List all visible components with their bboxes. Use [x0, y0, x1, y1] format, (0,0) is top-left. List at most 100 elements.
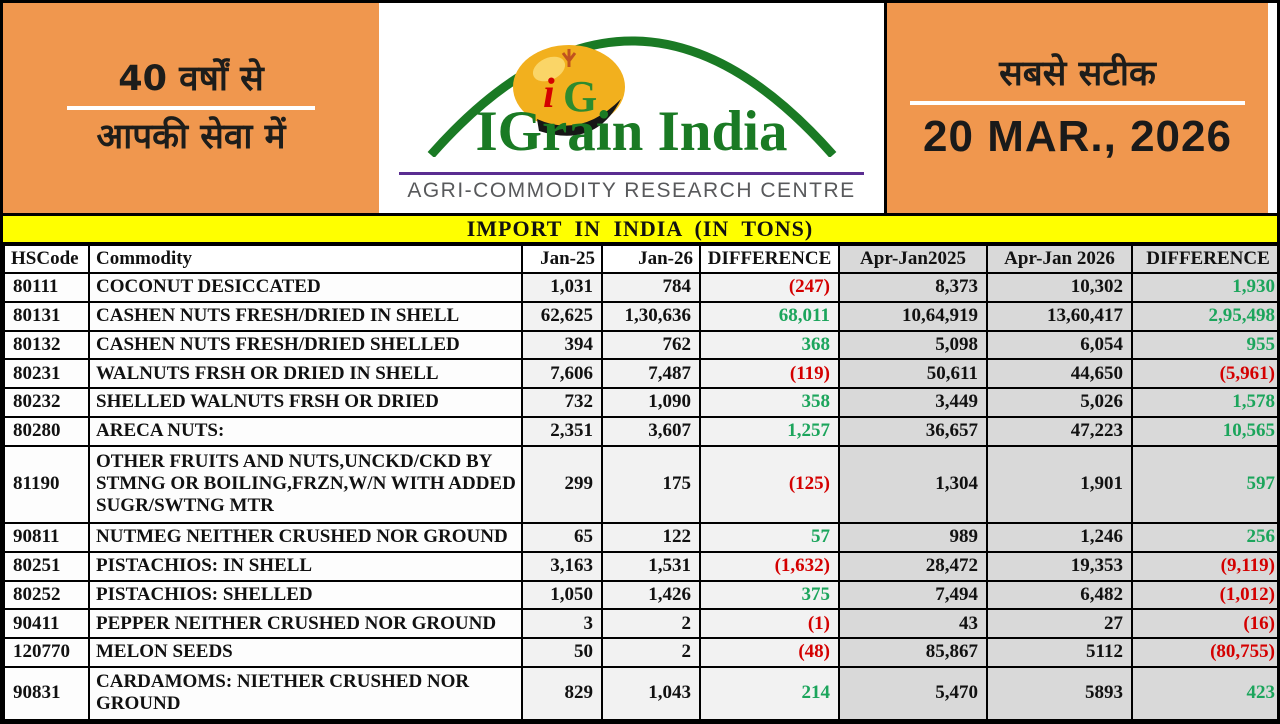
hscode-cell: 80232: [3, 387, 90, 418]
diff2-cell: (1,012): [1131, 579, 1277, 611]
commodity-cell: PISTACHIOS: IN SHELL: [88, 550, 523, 582]
jan25-cell: 394: [521, 329, 603, 361]
diff1-cell: 214: [699, 665, 840, 721]
diff2-cell: 597: [1131, 444, 1277, 525]
aprjan2026-cell: 27: [986, 608, 1133, 640]
jan25-cell: 3,163: [521, 550, 603, 582]
jan26-cell: 3,607: [601, 415, 701, 447]
hscode-cell: 120770: [3, 637, 90, 668]
diff1-cell: 1,257: [699, 415, 840, 447]
diff1-cell: (247): [699, 272, 840, 303]
logo-monogram-g: G: [563, 72, 597, 121]
aprjan2026-cell: 1,901: [986, 444, 1133, 525]
brand-name: IGrain India: [475, 100, 788, 163]
jan25-cell: 299: [521, 444, 603, 525]
jan26-cell: 2: [601, 637, 701, 668]
diff1-cell: 375: [699, 579, 840, 611]
column-header-apr-jan-2026: Apr-Jan 2026: [986, 244, 1133, 274]
column-header-difference: DIFFERENCE: [699, 244, 840, 274]
aprjan2026-cell: 5112: [986, 637, 1133, 668]
aprjan2025-cell: 5,098: [838, 329, 988, 361]
diff2-cell: 2,95,498: [1131, 300, 1277, 332]
left-banner-divider: [66, 106, 316, 110]
jan25-cell: 1,031: [521, 272, 603, 303]
aprjan2026-cell: 6,482: [986, 579, 1133, 611]
jan26-cell: 1,30,636: [601, 300, 701, 332]
aprjan2026-cell: 6,054: [986, 329, 1133, 361]
commodity-cell: WALNUTS FRSH OR DRIED IN SHELL: [88, 358, 523, 390]
logo-monogram-i: i: [543, 71, 555, 117]
left-banner-line1: 40 वर्षों से: [118, 58, 264, 99]
table-row: 90831 CARDAMOMS: NIETHER CRUSHED NOR GROU…: [3, 665, 1277, 721]
table-row: 80251 PISTACHIOS: IN SHELL 3,163 1,531 (1,63…: [3, 550, 1277, 582]
jan26-cell: 1,531: [601, 550, 701, 582]
diff1-cell: (1,632): [699, 550, 840, 582]
jan25-cell: 2,351: [521, 415, 603, 447]
diff1-cell: (1): [699, 608, 840, 640]
column-header-apr-jan2025: Apr-Jan2025: [838, 244, 988, 274]
commodity-cell: MELON SEEDS: [88, 637, 523, 668]
aprjan2026-cell: 47,223: [986, 415, 1133, 447]
diff1-cell: 368: [699, 329, 840, 361]
table-row: 81190 OTHER FRUITS AND NUTS,UNCKD/CKD BY …: [3, 444, 1277, 525]
hscode-cell: 90831: [3, 665, 90, 721]
diff1-cell: 68,011: [699, 300, 840, 332]
import-table-container: HSCode Commodity Jan-25 Jan-26 DIFFERENCE Apr…: [3, 244, 1277, 721]
hscode-cell: 80231: [3, 358, 90, 390]
column-header-jan-25: Jan-25: [521, 244, 603, 274]
diff1-cell: (48): [699, 637, 840, 668]
jan26-cell: 7,487: [601, 358, 701, 390]
diff2-cell: 256: [1131, 522, 1277, 553]
jan25-cell: 732: [521, 387, 603, 418]
commodity-cell: CASHEN NUTS FRESH/DRIED IN SHELL: [88, 300, 523, 332]
hscode-cell: 80280: [3, 415, 90, 447]
jan25-cell: 3: [521, 608, 603, 640]
commodity-cell: SHELLED WALNUTS FRSH OR DRIED: [88, 387, 523, 418]
diff2-cell: 1,930: [1131, 272, 1277, 303]
commodity-cell: COCONUT DESICCATED: [88, 272, 523, 303]
table-title: IMPORT IN INDIA (IN TONS): [3, 213, 1277, 244]
diff2-cell: (9,119): [1131, 550, 1277, 582]
hscode-cell: 80131: [3, 300, 90, 332]
jan25-cell: 50: [521, 637, 603, 668]
aprjan2025-cell: 7,494: [838, 579, 988, 611]
table-row: 80252 PISTACHIOS: SHELLED 1,050 1,426 375 7,4…: [3, 579, 1277, 611]
table-row: 80280 ARECA NUTS: 2,351 3,607 1,257 36,657 47,…: [3, 415, 1277, 447]
diff2-cell: 1,578: [1131, 387, 1277, 418]
aprjan2026-cell: 5,026: [986, 387, 1133, 418]
right-banner-tagline: सबसे सटीक: [999, 53, 1156, 94]
aprjan2026-cell: 19,353: [986, 550, 1133, 582]
left-banner: 40 वर्षों से आपकी सेवा में: [3, 3, 379, 213]
diff1-cell: 57: [699, 522, 840, 553]
aprjan2026-cell: 1,246: [986, 522, 1133, 553]
aprjan2025-cell: 10,64,919: [838, 300, 988, 332]
jan25-cell: 1,050: [521, 579, 603, 611]
diff1-cell: (119): [699, 358, 840, 390]
jan26-cell: 2: [601, 608, 701, 640]
jan26-cell: 762: [601, 329, 701, 361]
jan25-cell: 829: [521, 665, 603, 721]
aprjan2025-cell: 85,867: [838, 637, 988, 668]
aprjan2025-cell: 36,657: [838, 415, 988, 447]
hscode-cell: 80252: [3, 579, 90, 611]
table-row: 120770 MELON SEEDS 50 2 (48) 85,867 5112 (80,75…: [3, 637, 1277, 668]
hscode-cell: 80132: [3, 329, 90, 361]
import-table: HSCode Commodity Jan-25 Jan-26 DIFFERENCE Apr…: [3, 244, 1277, 721]
column-header-jan-26: Jan-26: [601, 244, 701, 274]
aprjan2026-cell: 10,302: [986, 272, 1133, 303]
commodity-cell: NUTMEG NEITHER CRUSHED NOR GROUND: [88, 522, 523, 553]
brand-logo: i G IGrain India AGRI-COMMODITY RESEARCH…: [379, 3, 884, 213]
diff2-cell: 10,565: [1131, 415, 1277, 447]
aprjan2025-cell: 28,472: [838, 550, 988, 582]
aprjan2025-cell: 43: [838, 608, 988, 640]
diff2-cell: (16): [1131, 608, 1277, 640]
table-row: 80232 SHELLED WALNUTS FRSH OR DRIED 732 1,0…: [3, 387, 1277, 418]
brand-tagline: AGRI-COMMODITY RESEARCH CENTRE: [407, 179, 856, 202]
commodity-cell: CARDAMOMS: NIETHER CRUSHED NOR GROUND: [88, 665, 523, 721]
right-banner: सबसे सटीक 20 MAR., 2026: [884, 3, 1268, 213]
hscode-cell: 81190: [3, 444, 90, 525]
hscode-cell: 90811: [3, 522, 90, 553]
column-header-difference: DIFFERENCE: [1131, 244, 1277, 274]
diff1-cell: (125): [699, 444, 840, 525]
